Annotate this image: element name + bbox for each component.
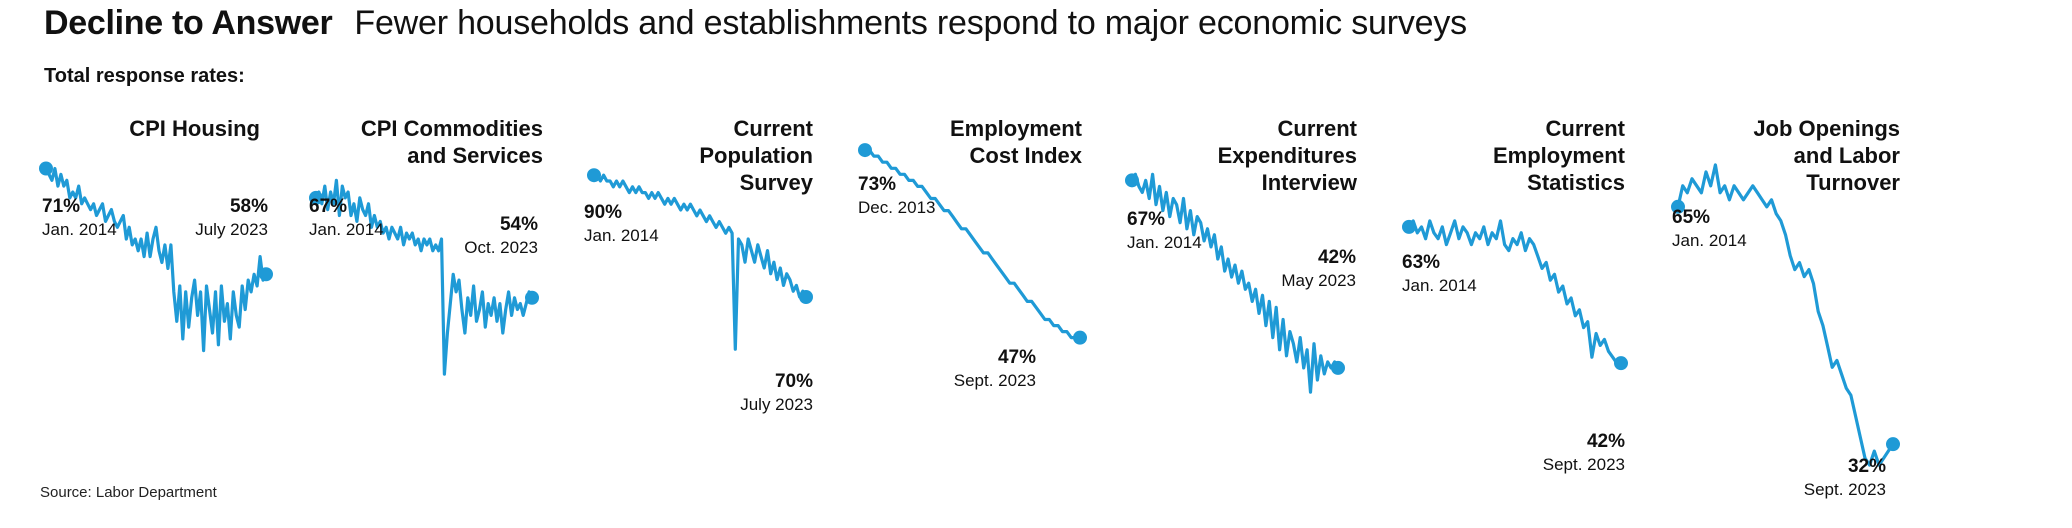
end-value-label: 47% — [998, 347, 1036, 368]
end-point-marker — [799, 290, 813, 304]
start-point-marker — [1125, 173, 1139, 188]
start-value-label: 67% — [1127, 209, 1165, 230]
chart-title-line: Interview — [1262, 170, 1358, 195]
chart-title-line: Expenditures — [1218, 143, 1357, 168]
end-date-label: Sept. 2023 — [954, 371, 1036, 390]
end-date-label: May 2023 — [1281, 271, 1356, 290]
start-point-marker — [587, 168, 601, 183]
start-date-label: Jan. 2014 — [584, 226, 659, 245]
series-line — [1676, 163, 1895, 467]
series-line — [314, 178, 534, 376]
end-point-marker — [1073, 330, 1087, 345]
chart-title-line: Current — [1278, 116, 1358, 141]
chart-title-line: Employment — [950, 116, 1083, 141]
start-point-marker — [309, 190, 323, 205]
chart-title-line: and Services — [407, 143, 543, 168]
page-title: Decline to Answer — [44, 4, 333, 42]
series-line — [863, 148, 1082, 340]
chart-title-line: Survey — [740, 170, 814, 195]
chart-subhead: Total response rates: — [44, 65, 245, 87]
end-point-marker — [259, 267, 273, 282]
start-point-marker — [39, 161, 53, 176]
chart-title-line: Statistics — [1527, 170, 1625, 195]
chart-title-line: Employment — [1493, 143, 1626, 168]
start-date-label: Jan. 2014 — [1672, 231, 1747, 250]
start-value-label: 71% — [42, 196, 80, 217]
start-date-label: Jan. 2014 — [42, 220, 117, 239]
chart-title-line: CPI Commodities — [361, 116, 543, 141]
series-line — [1407, 219, 1623, 365]
start-date-label: Dec. 2013 — [858, 198, 936, 217]
end-value-label: 32% — [1848, 456, 1886, 477]
end-point-marker — [1886, 437, 1900, 452]
chart-title-line: CPI Housing — [129, 116, 260, 141]
start-point-marker — [1402, 219, 1416, 234]
series-line — [1130, 172, 1340, 394]
chart-title-line: Job Openings — [1753, 116, 1900, 141]
start-point-marker — [858, 143, 872, 158]
end-date-label: July 2023 — [195, 220, 268, 239]
chart-title-line: Population — [699, 143, 813, 168]
start-date-label: Jan. 2014 — [1127, 233, 1202, 252]
start-date-label: Jan. 2014 — [309, 220, 384, 239]
start-value-label: 63% — [1402, 252, 1440, 273]
chart-title-line: Cost Index — [970, 143, 1083, 168]
chart-title-line: Current — [734, 116, 814, 141]
end-point-marker — [1614, 356, 1628, 371]
end-value-label: 58% — [230, 196, 268, 217]
end-date-label: July 2023 — [740, 395, 813, 414]
end-value-label: 42% — [1318, 247, 1356, 268]
series-line — [44, 166, 268, 353]
end-value-label: 70% — [775, 371, 813, 392]
end-value-label: 42% — [1587, 431, 1625, 452]
start-value-label: 90% — [584, 202, 622, 223]
start-value-label: 73% — [858, 174, 896, 195]
chart-title-line: Turnover — [1806, 170, 1900, 195]
header: Decline to Answer Fewer households and es… — [44, 4, 1467, 43]
start-value-label: 67% — [309, 196, 347, 217]
source-note: Source: Labor Department — [40, 484, 217, 501]
page-subtitle: Fewer households and establishments resp… — [354, 4, 1467, 42]
start-date-label: Jan. 2014 — [1402, 276, 1477, 295]
end-date-label: Sept. 2023 — [1543, 455, 1625, 474]
series-line — [592, 173, 808, 351]
end-date-label: Sept. 2023 — [1804, 480, 1886, 499]
start-value-label: 65% — [1672, 207, 1710, 228]
end-point-marker — [525, 290, 539, 305]
end-date-label: Oct. 2023 — [464, 238, 538, 257]
chart-panel-1: CPI Housing 71% Jan. 2014 58% July 2023 — [39, 116, 273, 353]
chart-title-line: Current — [1546, 116, 1626, 141]
end-value-label: 54% — [500, 214, 538, 235]
end-point-marker — [1331, 360, 1345, 375]
start-point-marker — [1671, 199, 1685, 214]
chart-title-line: and Labor — [1794, 143, 1901, 168]
